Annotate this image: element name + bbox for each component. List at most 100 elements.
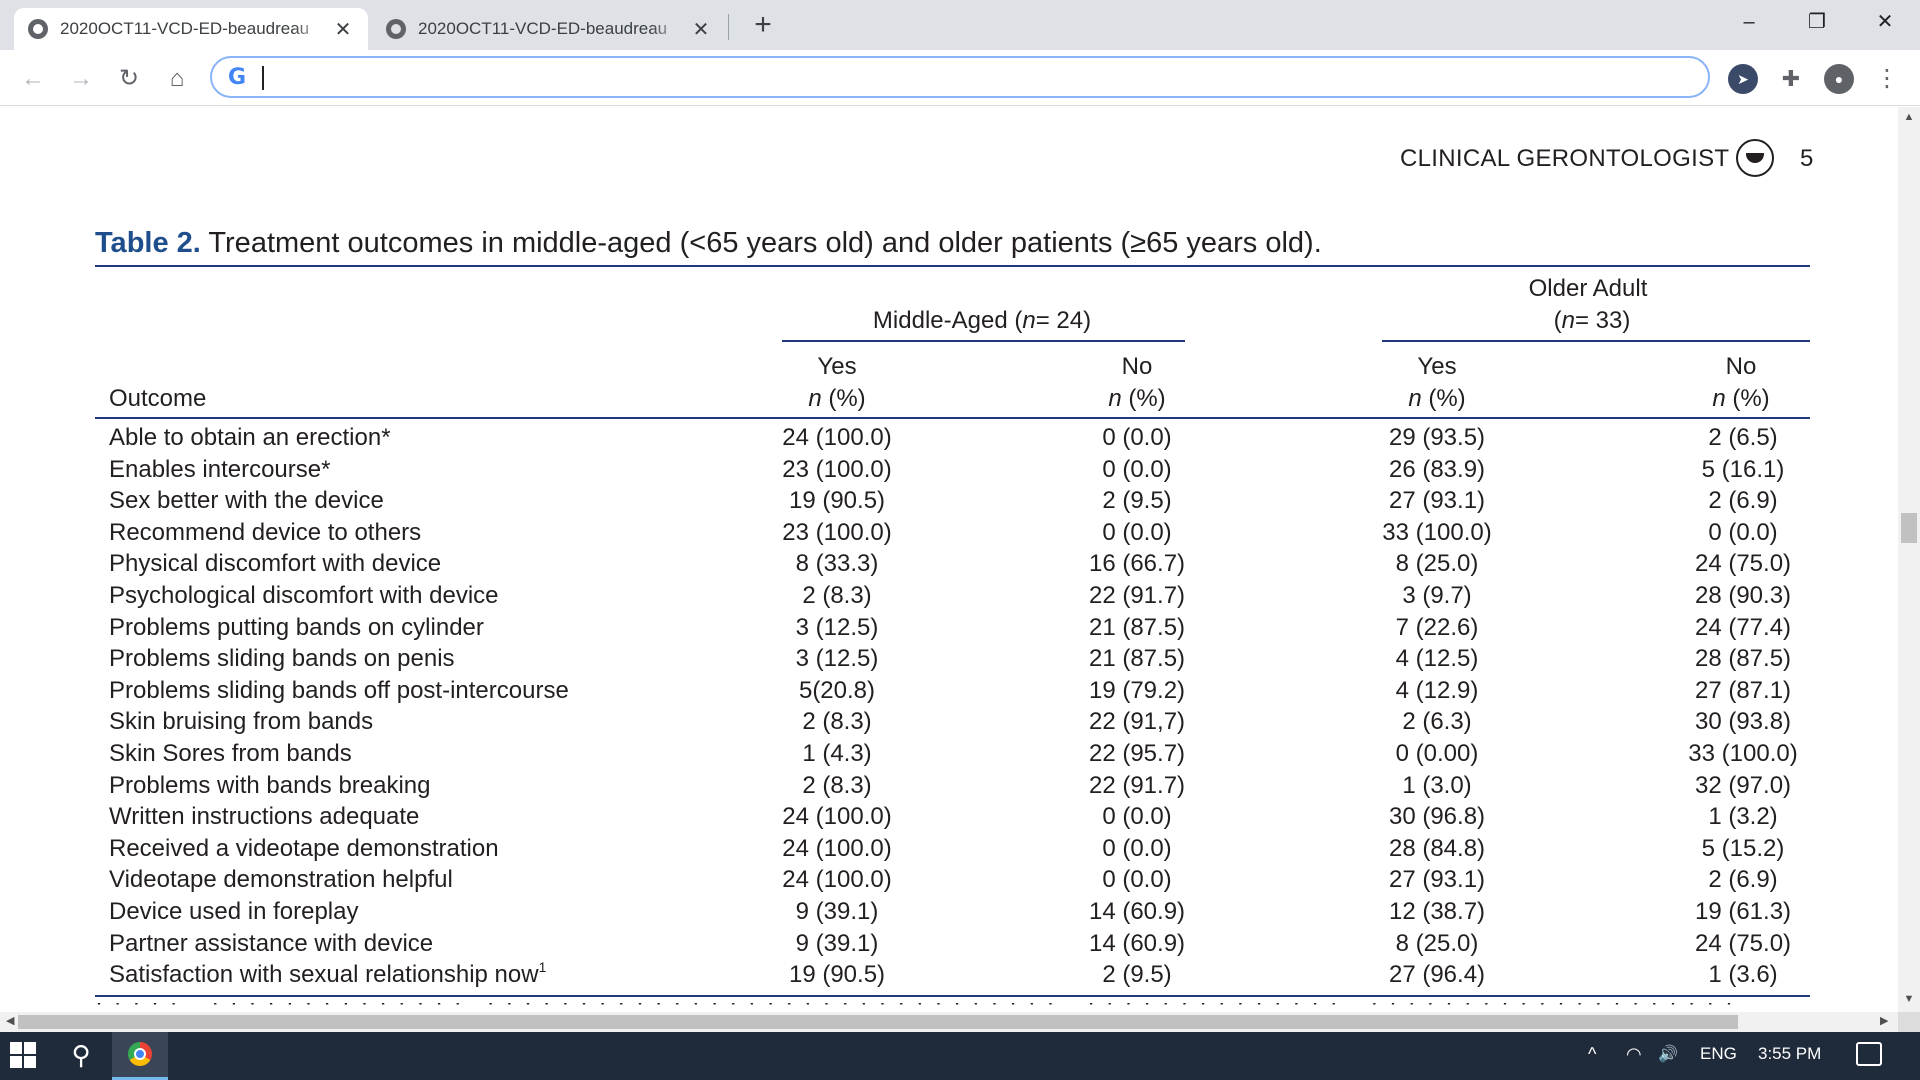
outcome-cell: Problems putting bands on cylinder	[109, 613, 484, 641]
middle-yes-cell: 2 (8.3)	[802, 582, 872, 609]
outcome-cell: Partner assistance with device	[109, 929, 434, 957]
table-row: Problems sliding bands off post-intercou…	[95, 677, 1810, 709]
horizontal-scroll-thumb[interactable]	[18, 1015, 1738, 1029]
group-header-middle-aged: Middle-Aged (n= 24)	[872, 307, 1092, 334]
middle-no-cell: 0 (0.0)	[1102, 518, 1172, 546]
middle-yes-cell: 3 (12.5)	[795, 645, 879, 673]
middle-no-cell: 2 (9.5)	[1102, 961, 1172, 989]
middle-yes-cell: 24 (100.0)	[782, 866, 892, 894]
table-row: Sex better with the device 19 (90.5) 2 (…	[95, 487, 1810, 519]
column-header-yes: Yes	[1417, 353, 1457, 380]
older-yes-cell: 30 (96.8)	[1388, 803, 1486, 831]
older-yes-cell: 27 (93.1)	[1388, 487, 1486, 515]
middle-no-cell: 0 (0.0)	[1102, 803, 1172, 831]
forward-button[interactable]: →	[69, 65, 93, 92]
close-tab-icon[interactable]: ✕	[334, 18, 352, 41]
outcome-cell: Physical discomfort with device	[109, 550, 442, 578]
scroll-down-arrow-icon[interactable]: ▼	[1903, 993, 1915, 1005]
language-indicator[interactable]: ENG	[1700, 1044, 1737, 1063]
column-header-outcome: Outcome	[109, 385, 207, 412]
scroll-right-arrow-icon[interactable]: ▶	[1880, 1015, 1889, 1027]
close-tab-icon[interactable]: ✕	[692, 18, 710, 41]
middle-no-cell: 22 (91.7)	[1088, 771, 1186, 799]
older-yes-cell: 7 (22.6)	[1395, 613, 1479, 641]
windows-start-icon[interactable]	[10, 1042, 38, 1070]
outcome-cell: Recommend device to others	[109, 518, 422, 546]
tab-1[interactable]: 2020OCT11-VCD-ED-beaudreau ✕	[14, 8, 368, 50]
address-input[interactable]	[268, 62, 1668, 92]
pdf-viewport[interactable]: CLINICAL GERONTOLOGIST 5 Table 2. Treatm…	[0, 107, 1898, 1012]
scroll-up-arrow-icon[interactable]: ▲	[1903, 111, 1915, 123]
browser-toolbar: ← → ↻ ⌂ G ➤ ✚ ● ⋮	[0, 50, 1920, 106]
scroll-left-arrow-icon[interactable]: ◀	[6, 1015, 15, 1027]
outcome-cell: Written instructions adequate	[109, 803, 420, 831]
outcome-cell: Skin bruising from bands	[109, 708, 374, 736]
home-button[interactable]: ⌂	[169, 65, 185, 92]
older-yes-cell: 33 (100.0)	[1382, 518, 1492, 546]
older-no-cell: 5 (15.2)	[1701, 834, 1785, 862]
volume-icon[interactable]: 🔊	[1658, 1046, 1678, 1063]
vertical-scrollbar[interactable]: ▲ ▼	[1898, 107, 1920, 1012]
profile-avatar-icon[interactable]: ●	[1824, 64, 1854, 94]
tray-chevron-icon[interactable]: ^	[1588, 1044, 1597, 1064]
outcome-cell: Problems sliding bands on penis	[109, 645, 455, 673]
middle-no-cell: 2 (9.5)	[1102, 487, 1172, 515]
table-top-rule	[95, 265, 1810, 267]
horizontal-scrollbar[interactable]: ◀ ▶	[0, 1012, 1898, 1032]
older-yes-cell: 3 (9.7)	[1402, 582, 1472, 609]
puzzle-icon[interactable]: ✚	[1781, 66, 1801, 91]
table-row: Able to obtain an erection* 24 (100.0) 0…	[95, 424, 1810, 456]
older-no-cell: 0 (0.0)	[1708, 518, 1778, 546]
table-row: Videotape demonstration helpful 24 (100.…	[95, 866, 1810, 898]
older-yes-cell: 29 (93.5)	[1388, 424, 1486, 451]
notification-center-icon[interactable]	[1856, 1042, 1882, 1066]
outcome-cell: Satisfaction with sexual relationship no…	[109, 959, 547, 989]
restore-button[interactable]: ❐	[1808, 11, 1826, 33]
middle-yes-cell: 23 (100.0)	[782, 518, 892, 546]
address-bar[interactable]: G	[210, 56, 1710, 98]
table-footnote-clipped: · · · · · ‘‘ · · · · · · · · · · · · · ·…	[95, 1003, 1810, 1012]
older-yes-cell: 4 (12.9)	[1395, 676, 1479, 704]
tab-title: 2020OCT11-VCD-ED-beaudreau	[418, 19, 668, 38]
reload-button[interactable]: ↻	[118, 65, 140, 92]
middle-yes-cell: 2 (8.3)	[802, 771, 872, 799]
middle-yes-cell: 24 (100.0)	[782, 424, 892, 451]
outcome-cell: Device used in foreplay	[109, 898, 359, 925]
tab-separator	[728, 14, 729, 40]
older-no-cell: 2 (6.5)	[1708, 424, 1778, 451]
older-yes-cell: 27 (96.4)	[1388, 961, 1486, 989]
middle-no-cell: 16 (66.7)	[1088, 550, 1186, 578]
column-header-yes: Yes	[817, 353, 857, 380]
older-no-cell: 28 (90.3)	[1694, 582, 1792, 609]
group-header-older-line2: (n= 33)	[1553, 307, 1631, 334]
search-icon[interactable]: ⚲	[71, 1040, 91, 1070]
close-window-button[interactable]: ✕	[1876, 11, 1894, 33]
older-no-cell: 28 (87.5)	[1694, 645, 1792, 673]
wifi-icon[interactable]: ◠	[1626, 1044, 1642, 1064]
cursor-extension-icon[interactable]: ➤	[1728, 64, 1758, 94]
table-row: Problems putting bands on cylinder 3 (12…	[95, 614, 1810, 646]
table-row: Skin bruising from bands 2 (8.3) 22 (91,…	[95, 708, 1810, 740]
outcome-cell: Enables intercourse*	[109, 455, 331, 483]
globe-icon	[28, 19, 48, 39]
vertical-scroll-thumb[interactable]	[1901, 513, 1917, 543]
menu-kebab-icon[interactable]: ⋮	[1875, 65, 1899, 92]
middle-no-cell: 22 (91,7)	[1088, 708, 1186, 736]
middle-no-cell: 14 (60.9)	[1088, 898, 1186, 925]
table-row: Problems sliding bands on penis 3 (12.5)…	[95, 645, 1810, 677]
middle-yes-cell: 2 (8.3)	[802, 708, 872, 736]
older-no-cell: 1 (3.6)	[1708, 961, 1778, 989]
middle-no-cell: 21 (87.5)	[1088, 613, 1186, 641]
tab-2[interactable]: 2020OCT11-VCD-ED-beaudreau ✕	[372, 8, 726, 50]
clock[interactable]: 3:55 PM	[1758, 1044, 1822, 1063]
older-yes-cell: 8 (25.0)	[1395, 550, 1479, 578]
middle-yes-cell: 9 (39.1)	[795, 898, 879, 925]
new-tab-button[interactable]: +	[754, 8, 772, 41]
minimize-button[interactable]: –	[1743, 11, 1755, 33]
back-button[interactable]: ←	[21, 65, 45, 92]
older-no-cell: 33 (100.0)	[1688, 740, 1798, 767]
older-no-cell: 2 (6.9)	[1708, 487, 1778, 515]
chrome-taskbar-button[interactable]	[112, 1032, 168, 1080]
middle-yes-cell: 19 (90.5)	[788, 961, 886, 989]
older-no-cell: 27 (87.1)	[1694, 676, 1792, 704]
